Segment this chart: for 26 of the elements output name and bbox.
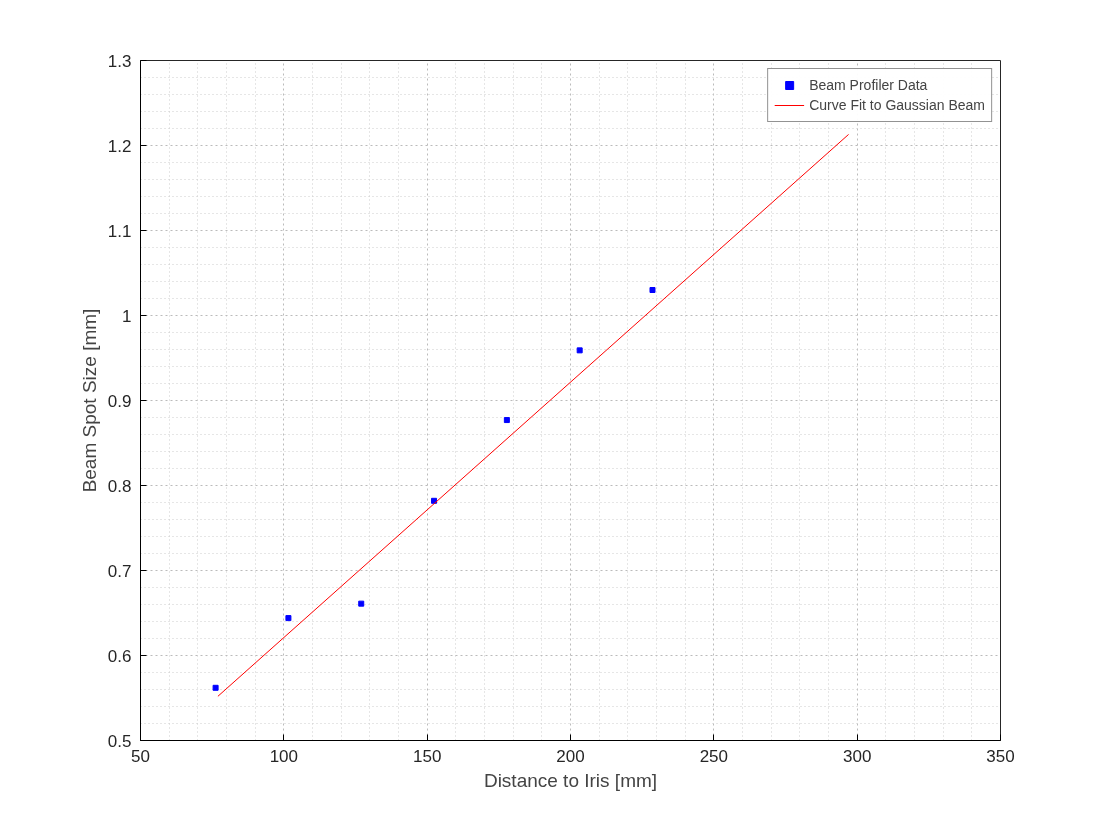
y-tick-label: 0.5 — [107, 731, 132, 751]
point — [285, 615, 292, 622]
y-tick-label: 1.2 — [107, 136, 132, 156]
y-tick-label: 1.1 — [107, 221, 132, 241]
y-tick-label: 1.3 — [107, 51, 132, 71]
y-tick-label: 0.6 — [107, 646, 132, 666]
point — [576, 347, 583, 354]
y-tick-label: 0.8 — [107, 476, 132, 496]
y-axis-title: Beam Spot Size [mm] — [78, 308, 100, 493]
point — [358, 600, 365, 607]
x-tick-label: 50 — [131, 746, 150, 766]
x-tick-label: 150 — [412, 746, 442, 766]
legend-label: Curve Fit to Gaussian Beam — [809, 97, 985, 113]
point — [649, 287, 656, 293]
legend-label: Beam Profiler Data — [809, 77, 928, 93]
x-tick-label: 200 — [556, 746, 585, 766]
y-tick-label: 1 — [122, 306, 132, 326]
x-tick-label: 250 — [699, 746, 729, 766]
x-tick-label: 300 — [842, 746, 872, 766]
point — [503, 417, 510, 424]
x-axis-title: Distance to Iris [mm] — [483, 769, 658, 791]
x-tick-label: 100 — [269, 746, 299, 766]
y-tick-label: 0.7 — [107, 561, 132, 581]
point — [212, 684, 219, 691]
x-tick-label: 350 — [986, 746, 1015, 766]
y-tick-label: 0.9 — [107, 391, 132, 411]
